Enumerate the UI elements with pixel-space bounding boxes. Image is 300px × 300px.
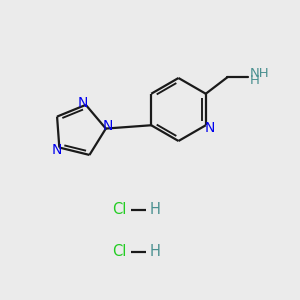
Text: Cl: Cl (112, 244, 126, 260)
Text: N: N (205, 121, 215, 135)
Text: H: H (249, 74, 259, 87)
Text: H: H (150, 244, 161, 260)
Text: Cl: Cl (112, 202, 126, 217)
Text: N: N (103, 119, 113, 133)
Text: N: N (78, 96, 88, 110)
Text: N: N (52, 143, 62, 157)
Text: NH: NH (249, 67, 269, 80)
Text: H: H (150, 202, 161, 217)
